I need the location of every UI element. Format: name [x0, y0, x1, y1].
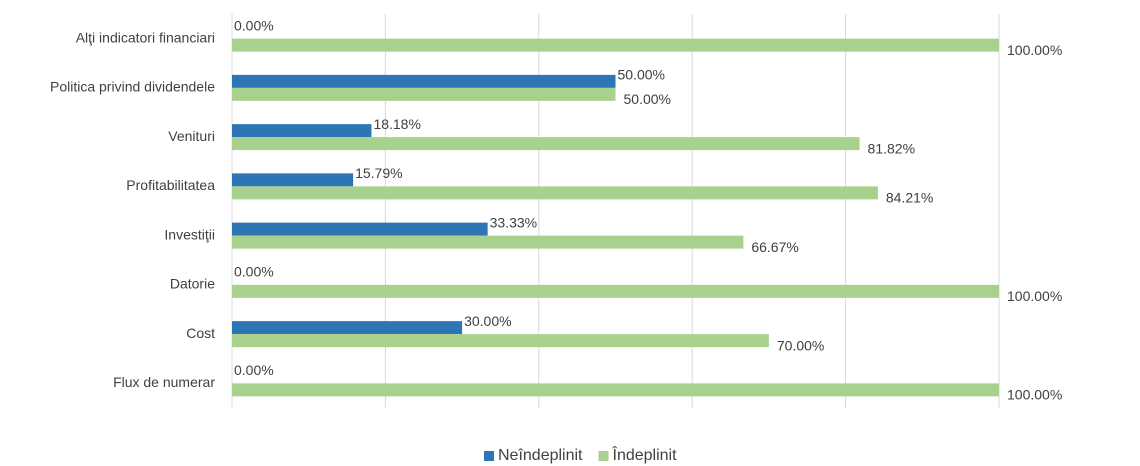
bar: [232, 235, 744, 249]
bar: [232, 38, 999, 52]
bar: [232, 137, 860, 151]
data-label: 18.18%: [373, 116, 420, 132]
category-label: Investiţii: [164, 226, 215, 242]
data-label: 0.00%: [234, 17, 274, 33]
category-label: Alţi indicatori financiari: [76, 29, 215, 45]
data-label: 50.00%: [618, 67, 665, 83]
bar: [232, 74, 616, 88]
bar: [232, 284, 999, 298]
data-label: 70.00%: [777, 337, 824, 353]
bar: [232, 87, 616, 101]
bar: [232, 124, 372, 138]
category-label: Venituri: [168, 128, 215, 144]
data-label: 100.00%: [1007, 42, 1062, 58]
data-label: 100.00%: [1007, 288, 1062, 304]
category-label: Profitabilitatea: [126, 177, 215, 193]
data-label: 33.33%: [490, 214, 537, 230]
data-label: 100.00%: [1007, 387, 1062, 403]
data-label: 66.67%: [751, 239, 798, 255]
data-label: 84.21%: [886, 190, 933, 206]
data-label: 0.00%: [234, 264, 274, 280]
bar: [232, 334, 769, 348]
data-label: 30.00%: [464, 313, 511, 329]
legend-swatch: [598, 451, 609, 461]
data-label: 50.00%: [624, 91, 671, 107]
category-label: Datorie: [170, 276, 215, 292]
bar: [232, 173, 354, 187]
legend-swatch: [484, 451, 494, 461]
data-label: 0.00%: [234, 362, 274, 378]
category-label: Cost: [186, 325, 215, 341]
bar: [232, 383, 999, 397]
legend-label: Îndeplinit: [612, 445, 678, 464]
data-label: 81.82%: [868, 140, 915, 156]
bar: [232, 222, 488, 236]
category-label: Politica privind dividendele: [50, 79, 215, 95]
bar: [232, 321, 463, 335]
category-label: Flux de numerar: [113, 374, 215, 390]
data-label: 15.79%: [355, 165, 402, 181]
bar: [232, 186, 878, 200]
legend-label: Neîndeplinit: [498, 447, 583, 464]
